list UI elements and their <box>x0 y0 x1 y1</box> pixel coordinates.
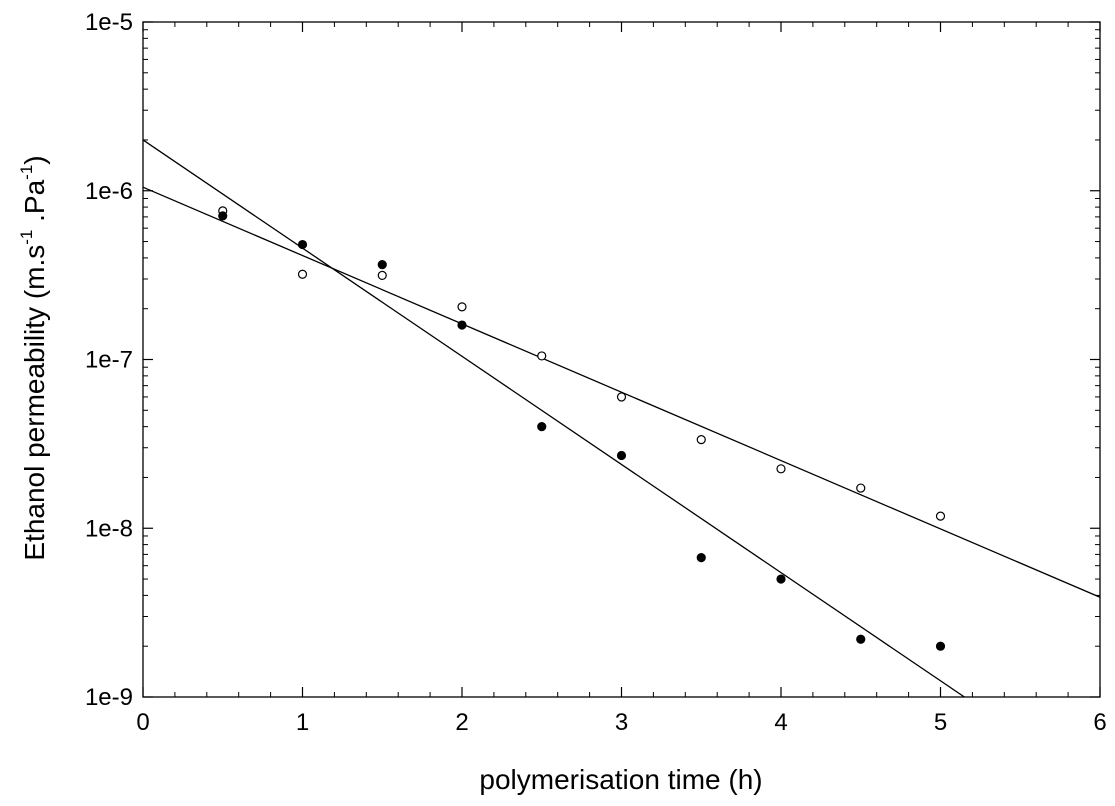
filled-marker-series-2 <box>696 552 706 563</box>
y-axis-title: Ethanol permeability (m.s-1 .Pa-1) <box>17 155 50 560</box>
open-marker-series-1 <box>856 483 866 493</box>
x-tick-labels: 0 1 2 3 4 5 6 <box>136 709 1106 736</box>
filled-marker-series-2 <box>616 450 627 461</box>
y-axis-title-sup-2: -1 <box>17 165 36 180</box>
x-tick-label: 3 <box>615 709 628 736</box>
axis-ticks <box>142 21 1101 698</box>
y-tick-labels: 1e-9 1e-8 1e-7 1e-6 1e-5 <box>85 9 133 711</box>
open-marker-series-1 <box>377 270 387 281</box>
y-tick-label: 1e-8 <box>85 515 133 542</box>
fit-line-series-2 <box>143 139 965 697</box>
open-marker-series-1 <box>297 269 308 279</box>
open-marker-series-1 <box>457 302 467 312</box>
x-axis-title: polymerisation time (h) <box>479 764 762 795</box>
filled-marker-series-2 <box>537 422 547 432</box>
filled-marker-series-2 <box>457 320 467 330</box>
y-axis-title-sup-1: -1 <box>17 230 36 245</box>
x-tick-label: 5 <box>934 709 947 736</box>
filled-marker-series-2 <box>776 574 786 584</box>
y-axis-title-part-1: Ethanol permeability (m.s <box>19 245 50 561</box>
y-axis-title-part-2: .Pa <box>19 179 50 229</box>
open-marker-series-1 <box>537 351 547 361</box>
filled-marker-series-2 <box>935 641 946 651</box>
open-marker-series-1 <box>696 435 706 445</box>
x-tick-label: 2 <box>455 709 468 736</box>
open-marker-series-1 <box>616 392 627 402</box>
y-axis-title-part-3: ) <box>19 155 50 164</box>
x-tick-label: 1 <box>296 709 309 736</box>
open-marker-series-1 <box>776 464 786 474</box>
x-tick-label: 0 <box>136 709 149 736</box>
data-markers <box>218 206 946 651</box>
filled-marker-series-2 <box>377 260 387 270</box>
x-tick-label: 4 <box>774 709 787 736</box>
y-tick-label: 1e-9 <box>85 684 133 711</box>
fit-lines <box>143 139 1100 697</box>
filled-marker-series-2 <box>218 211 228 221</box>
y-tick-label: 1e-5 <box>85 9 133 36</box>
filled-marker-series-2 <box>856 634 866 644</box>
plot-frame <box>142 21 1101 698</box>
fit-line-series-1 <box>143 186 1100 598</box>
plot-border <box>142 21 1101 698</box>
open-marker-series-1 <box>935 511 946 521</box>
filled-marker-series-2 <box>297 239 308 250</box>
y-tick-label: 1e-7 <box>85 347 133 374</box>
x-tick-label: 6 <box>1093 709 1106 736</box>
y-tick-label: 1e-6 <box>85 178 133 205</box>
